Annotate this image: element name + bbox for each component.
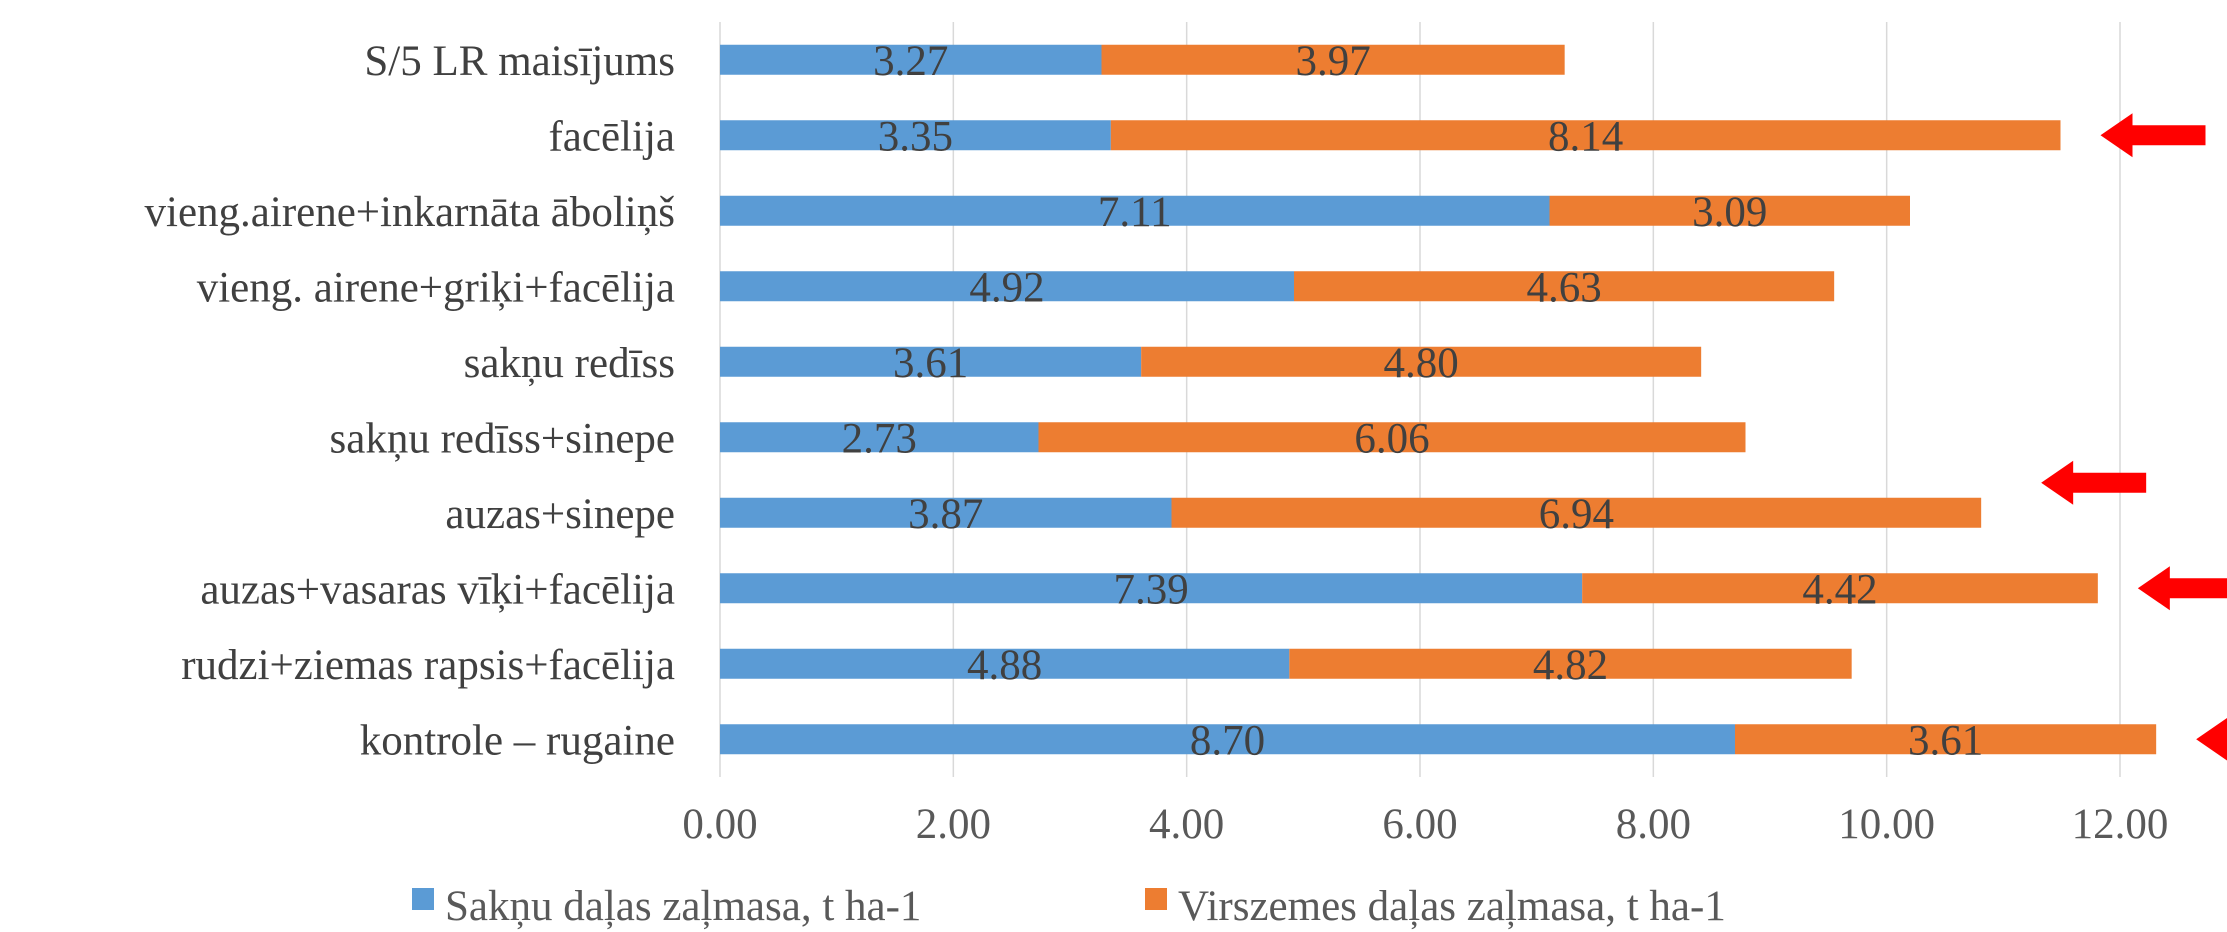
- data-label: 4.80: [1384, 340, 1459, 387]
- legend-swatch-aboveground: [1145, 888, 1167, 910]
- category-label: S/5 LR maisījums: [364, 38, 675, 85]
- data-label: 8.14: [1548, 113, 1623, 160]
- bar-segment-aboveground: [1549, 195, 1910, 226]
- bar-segment-aboveground: [1101, 44, 1565, 75]
- data-label: 6.06: [1354, 415, 1429, 462]
- category-label: rudzi+ziemas rapsis+facēlija: [181, 642, 675, 689]
- data-label: 3.61: [893, 340, 968, 387]
- x-axis-tick-labels: 0.00 2.00 4.00 6.00 8.00 10.00 12.00: [682, 801, 2168, 848]
- category-label: auzas+vasaras vīķi+facēlija: [200, 566, 675, 613]
- data-label: 3.27: [873, 38, 948, 85]
- arrow-annotations: [2041, 113, 2227, 761]
- legend: Sakņu daļas zaļmasa, t ha-1 Virszemes da…: [412, 883, 1726, 930]
- category-label: sakņu redīss+sinepe: [330, 415, 676, 462]
- legend-label-roots: Sakņu daļas zaļmasa, t ha-1: [445, 883, 921, 930]
- data-label: 4.88: [967, 642, 1042, 689]
- data-label: 3.61: [1908, 717, 1983, 764]
- data-label: 7.39: [1113, 566, 1188, 613]
- data-label: 7.11: [1098, 189, 1172, 236]
- category-label: kontrole – rugaine: [360, 717, 675, 764]
- arrow-icon: [2196, 718, 2227, 761]
- bar-segment-aboveground: [1171, 497, 1982, 528]
- arrow-icon: [2100, 113, 2206, 158]
- x-tick-label: 2.00: [916, 801, 991, 848]
- bar-segment-roots: [720, 120, 1111, 151]
- bar-segment-roots: [720, 573, 1583, 604]
- data-label: 4.42: [1802, 566, 1877, 613]
- x-tick-label: 4.00: [1149, 801, 1224, 848]
- category-label: auzas+sinepe: [445, 491, 675, 538]
- data-label: 3.97: [1295, 38, 1370, 85]
- data-label: 3.87: [908, 491, 983, 538]
- bar-segment-aboveground: [1110, 120, 2061, 151]
- data-label: 4.63: [1526, 264, 1601, 311]
- category-label: sakņu redīss: [464, 340, 675, 387]
- bar-segment-aboveground: [1294, 271, 1835, 302]
- category-labels: kontrole – rugaine rudzi+ziemas rapsis+fa…: [145, 38, 676, 765]
- data-label: 4.92: [969, 264, 1044, 311]
- bar-segment-roots: [720, 271, 1294, 302]
- x-tick-label: 0.00: [682, 801, 757, 848]
- x-tick-label: 10.00: [1838, 801, 1935, 848]
- x-tick-label: 8.00: [1616, 801, 1691, 848]
- bar-segment-aboveground: [1735, 724, 2157, 755]
- bar-segment-aboveground: [1038, 422, 1746, 453]
- bar-segment-aboveground: [1582, 573, 2098, 604]
- x-tick-label: 6.00: [1382, 801, 1457, 848]
- bar-segment-roots: [720, 195, 1550, 226]
- category-label: facēlija: [548, 113, 675, 160]
- bar-segment-aboveground: [1141, 346, 1702, 377]
- bars: [720, 44, 2157, 755]
- bar-segment-roots: [720, 724, 1735, 755]
- data-label: 3.35: [878, 113, 953, 160]
- data-label: 6.94: [1539, 491, 1614, 538]
- data-label: 8.70: [1190, 717, 1265, 764]
- legend-swatch-roots: [412, 888, 434, 910]
- category-label: vieng. airene+griķi+facēlija: [197, 264, 675, 311]
- bar-segment-roots: [720, 346, 1142, 377]
- bar-segment-roots: [720, 648, 1290, 679]
- data-label: 3.09: [1692, 189, 1767, 236]
- arrow-icon: [2041, 460, 2147, 505]
- category-label: vieng.airene+inkarnāta āboliņš: [145, 189, 676, 236]
- bar-segment-roots: [720, 497, 1172, 528]
- bar-segment-roots: [720, 44, 1102, 75]
- bar-segment-roots: [720, 422, 1039, 453]
- x-tick-label: 12.00: [2072, 801, 2169, 848]
- legend-label-aboveground: Virszemes daļas zaļmasa, t ha-1: [1178, 883, 1726, 930]
- arrow-icon: [2137, 566, 2227, 611]
- bar-segment-aboveground: [1289, 648, 1852, 679]
- data-labels: 8.70 3.61 4.88 4.82 7.39 4.42 3.87 6.94 2.73 6.06…: [842, 38, 1984, 765]
- data-label: 4.82: [1533, 642, 1608, 689]
- data-label: 2.73: [842, 415, 917, 462]
